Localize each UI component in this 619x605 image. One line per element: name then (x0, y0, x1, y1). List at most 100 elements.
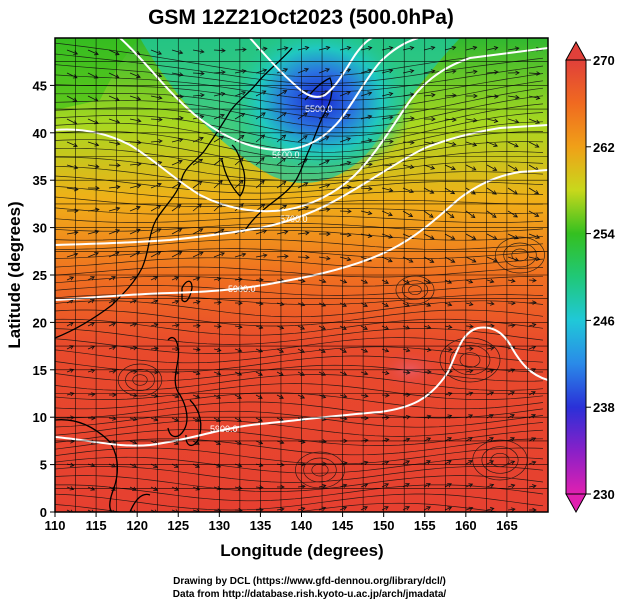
wind-vector (255, 157, 265, 166)
wind-vector-head (91, 392, 96, 397)
wind-vector-head (300, 302, 306, 307)
wind-vector-head (325, 68, 330, 73)
wind-vector-head (389, 139, 394, 144)
wind-vector-head (535, 234, 541, 239)
wind-vector-head (90, 322, 95, 327)
wind-vector (150, 486, 158, 491)
wind-vector-head (536, 71, 541, 76)
wind-vector (129, 184, 141, 189)
wind-vector-head (260, 180, 265, 185)
y-tick-label: 40 (33, 126, 47, 141)
wind-vector (129, 229, 141, 235)
wind-vector (192, 251, 204, 258)
wind-vector (360, 279, 368, 284)
wind-vector-head (114, 251, 120, 256)
wind-vector-head (510, 460, 516, 465)
wind-vector-head (388, 212, 393, 217)
wind-vector (150, 347, 158, 350)
y-tick-label: 5 (40, 458, 47, 473)
wind-vector (339, 417, 347, 420)
wind-vector-head (384, 279, 389, 284)
wind-vector (465, 164, 477, 171)
x-tick-label: 130 (208, 518, 230, 533)
wind-vector (234, 253, 246, 258)
wind-vector-head (531, 368, 537, 373)
eddy-streamline (490, 452, 510, 468)
wind-vector (192, 181, 203, 189)
wind-vector-head (472, 45, 478, 51)
wind-vector-head (153, 463, 158, 468)
wind-vector-head (219, 135, 225, 140)
wind-vector (150, 417, 158, 421)
wind-vector-head (325, 183, 331, 188)
wind-vector-head (426, 302, 432, 307)
wind-vector (297, 46, 309, 51)
wind-vector (402, 187, 414, 193)
wind-vector-head (469, 324, 474, 329)
wind-vector-head (490, 301, 495, 306)
wind-vector-head (300, 278, 306, 283)
wind-vector-head (491, 213, 497, 218)
wind-vector (381, 371, 389, 374)
wind-vector-head (198, 158, 204, 163)
wind-vector-head (70, 438, 75, 444)
wind-vector (423, 94, 435, 97)
wind-vector (108, 299, 116, 304)
wind-vector (150, 299, 158, 304)
wind-vector (339, 302, 347, 307)
wind-vector (87, 345, 95, 350)
colorbar-tick-label: 262 (593, 140, 615, 155)
wind-vector (255, 486, 263, 489)
wind-vector-head (262, 46, 268, 52)
wind-vector-head (431, 92, 436, 98)
wind-vector-head (195, 394, 201, 399)
wind-vector-head (513, 166, 519, 171)
wind-vector (507, 484, 515, 488)
wind-vector (465, 302, 473, 306)
wind-vector-head (321, 371, 327, 376)
wind-vector-head (132, 416, 138, 422)
wind-vector (339, 279, 347, 284)
streamline (55, 64, 544, 92)
wind-vector-head (157, 182, 162, 188)
wind-vector (234, 49, 247, 51)
wind-vector (108, 72, 120, 79)
wind-vector (486, 347, 494, 350)
wind-vector-head (410, 140, 415, 145)
wind-vector (150, 205, 161, 212)
wind-vector-head (174, 299, 180, 305)
wind-vector (318, 68, 330, 74)
wind-vector (150, 118, 163, 121)
wind-vector (108, 251, 120, 258)
eddy-streamline (495, 236, 545, 274)
credit-data: Data from http://database.rish.kyoto-u.a… (172, 589, 447, 600)
wind-vector-head (489, 460, 495, 465)
wind-vector (402, 210, 413, 217)
wind-vector-head (111, 299, 116, 304)
eddy-streamline (503, 242, 537, 268)
wind-vector-head (116, 163, 121, 168)
wind-vector-head (472, 117, 478, 123)
wind-vector (444, 460, 452, 465)
contour-5800 (55, 124, 548, 246)
wind-vector (87, 322, 95, 327)
wind-vector (87, 393, 95, 396)
wind-vector (444, 46, 456, 51)
streamline (55, 103, 544, 137)
wind-vector (108, 370, 116, 373)
wind-vector-head (94, 51, 99, 56)
wind-vector-head (468, 506, 474, 511)
wind-vector (108, 346, 116, 350)
wind-vector (66, 118, 77, 125)
wind-vector-head (405, 302, 410, 307)
streamline (55, 266, 544, 278)
wind-vector (339, 186, 351, 189)
wind-vector-head (472, 142, 478, 147)
wind-vector-head (363, 506, 368, 511)
wind-vector (465, 256, 477, 263)
wind-vector (255, 371, 263, 376)
wind-vector (318, 46, 330, 51)
wind-vector-head (239, 134, 245, 140)
contour-label: 5700.0 (280, 214, 308, 224)
eddy-streamline (449, 344, 491, 376)
